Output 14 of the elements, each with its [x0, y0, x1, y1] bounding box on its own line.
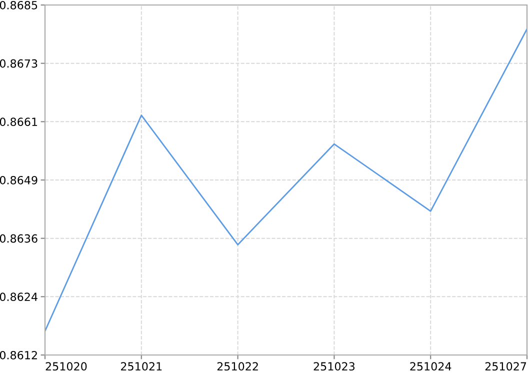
y-tick-label: 0.8661 — [0, 118, 38, 126]
x-tick-label: 251027 — [485, 362, 526, 371]
y-tick-label: 0.8685 — [0, 0, 38, 10]
x-tick-label: 251024 — [410, 362, 452, 371]
x-tick-label: 251021 — [121, 362, 162, 371]
y-tick-label: 0.8673 — [0, 59, 38, 68]
y-tick-label: 0.8649 — [0, 176, 38, 184]
x-tick-label: 251022 — [217, 362, 258, 371]
x-tick-label: 251023 — [314, 362, 355, 371]
y-tick-label: 0.8612 — [0, 350, 37, 360]
y-tick-label: 0.8636 — [0, 234, 38, 243]
x-tick-label: 251020 — [46, 362, 87, 371]
line-series — [45, 28, 527, 332]
y-tick-label: 0.8624 — [0, 292, 38, 302]
